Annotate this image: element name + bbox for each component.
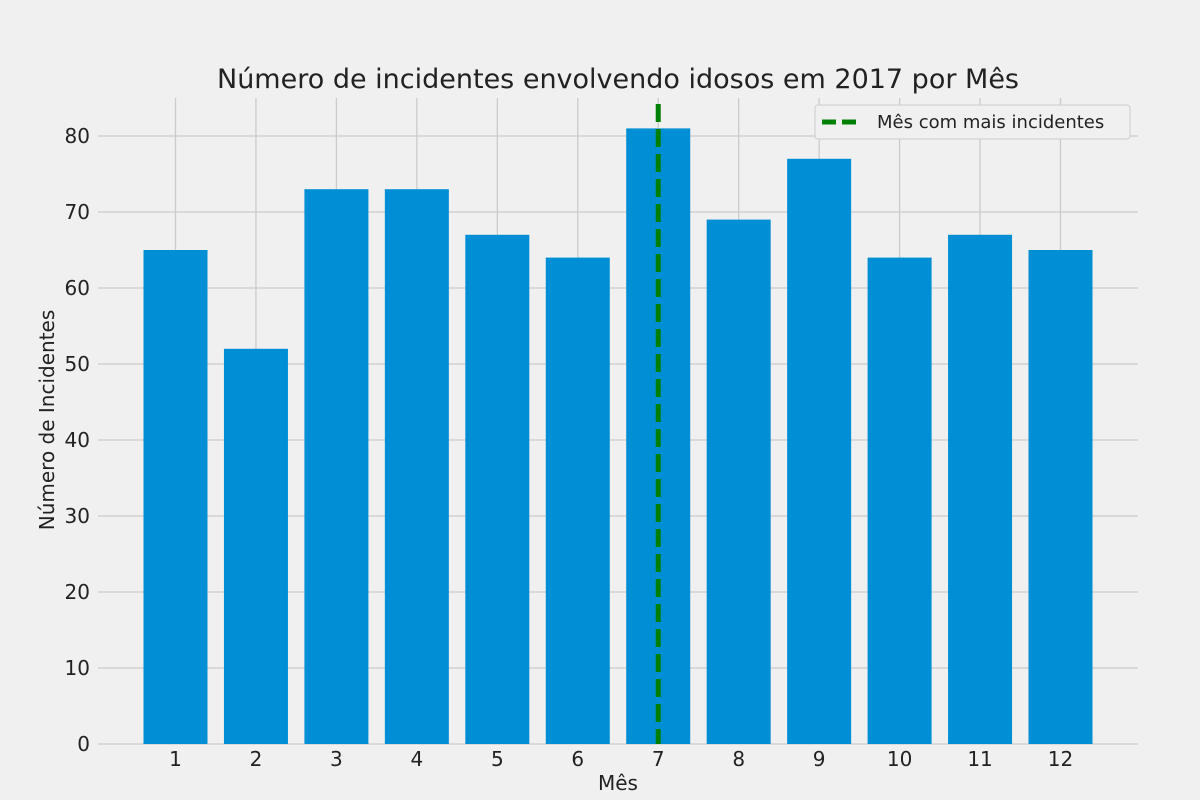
x-tick-label: 11 [967, 747, 992, 771]
x-tick-label: 9 [813, 747, 826, 771]
y-axis-ticks: 0 10 20 30 40 50 60 70 80 [65, 124, 90, 756]
x-tick-label: 3 [330, 747, 343, 771]
bar [143, 250, 208, 744]
x-axis-ticks: 1 2 3 4 5 6 7 8 9 10 11 12 [169, 747, 1073, 771]
bar [384, 189, 449, 744]
bar [787, 158, 852, 745]
y-tick-label: 20 [65, 580, 90, 604]
y-tick-label: 10 [65, 656, 90, 680]
x-tick-label: 12 [1048, 747, 1073, 771]
x-tick-label: 1 [169, 747, 182, 771]
bar [545, 257, 610, 744]
x-tick-label: 4 [410, 747, 423, 771]
x-tick-label: 5 [491, 747, 504, 771]
chart-title: Número de incidentes envolvendo idosos e… [217, 64, 1019, 95]
bars [143, 128, 1093, 745]
y-tick-label: 30 [65, 504, 90, 528]
legend: Mês com mais incidentes [814, 104, 1131, 140]
bar [223, 348, 288, 744]
bar [465, 234, 530, 745]
y-tick-label: 70 [65, 200, 90, 224]
y-axis-label: Número de Incidentes [35, 310, 59, 531]
y-tick-label: 80 [65, 124, 90, 148]
bar [1028, 250, 1093, 744]
x-axis-label: Mês [598, 771, 638, 795]
legend-box [814, 104, 1131, 140]
legend-label: Mês com mais incidentes [877, 112, 1104, 133]
bar [706, 219, 771, 745]
x-tick-label: 6 [571, 747, 584, 771]
bar [867, 257, 932, 744]
bar [948, 234, 1013, 745]
y-tick-label: 60 [65, 276, 90, 300]
x-tick-label: 10 [887, 747, 912, 771]
y-tick-label: 0 [77, 732, 90, 756]
y-tick-label: 40 [65, 428, 90, 452]
bar [304, 189, 369, 744]
x-tick-label: 8 [732, 747, 745, 771]
y-tick-label: 50 [65, 352, 90, 376]
x-tick-label: 2 [250, 747, 263, 771]
x-tick-label: 7 [652, 747, 665, 771]
